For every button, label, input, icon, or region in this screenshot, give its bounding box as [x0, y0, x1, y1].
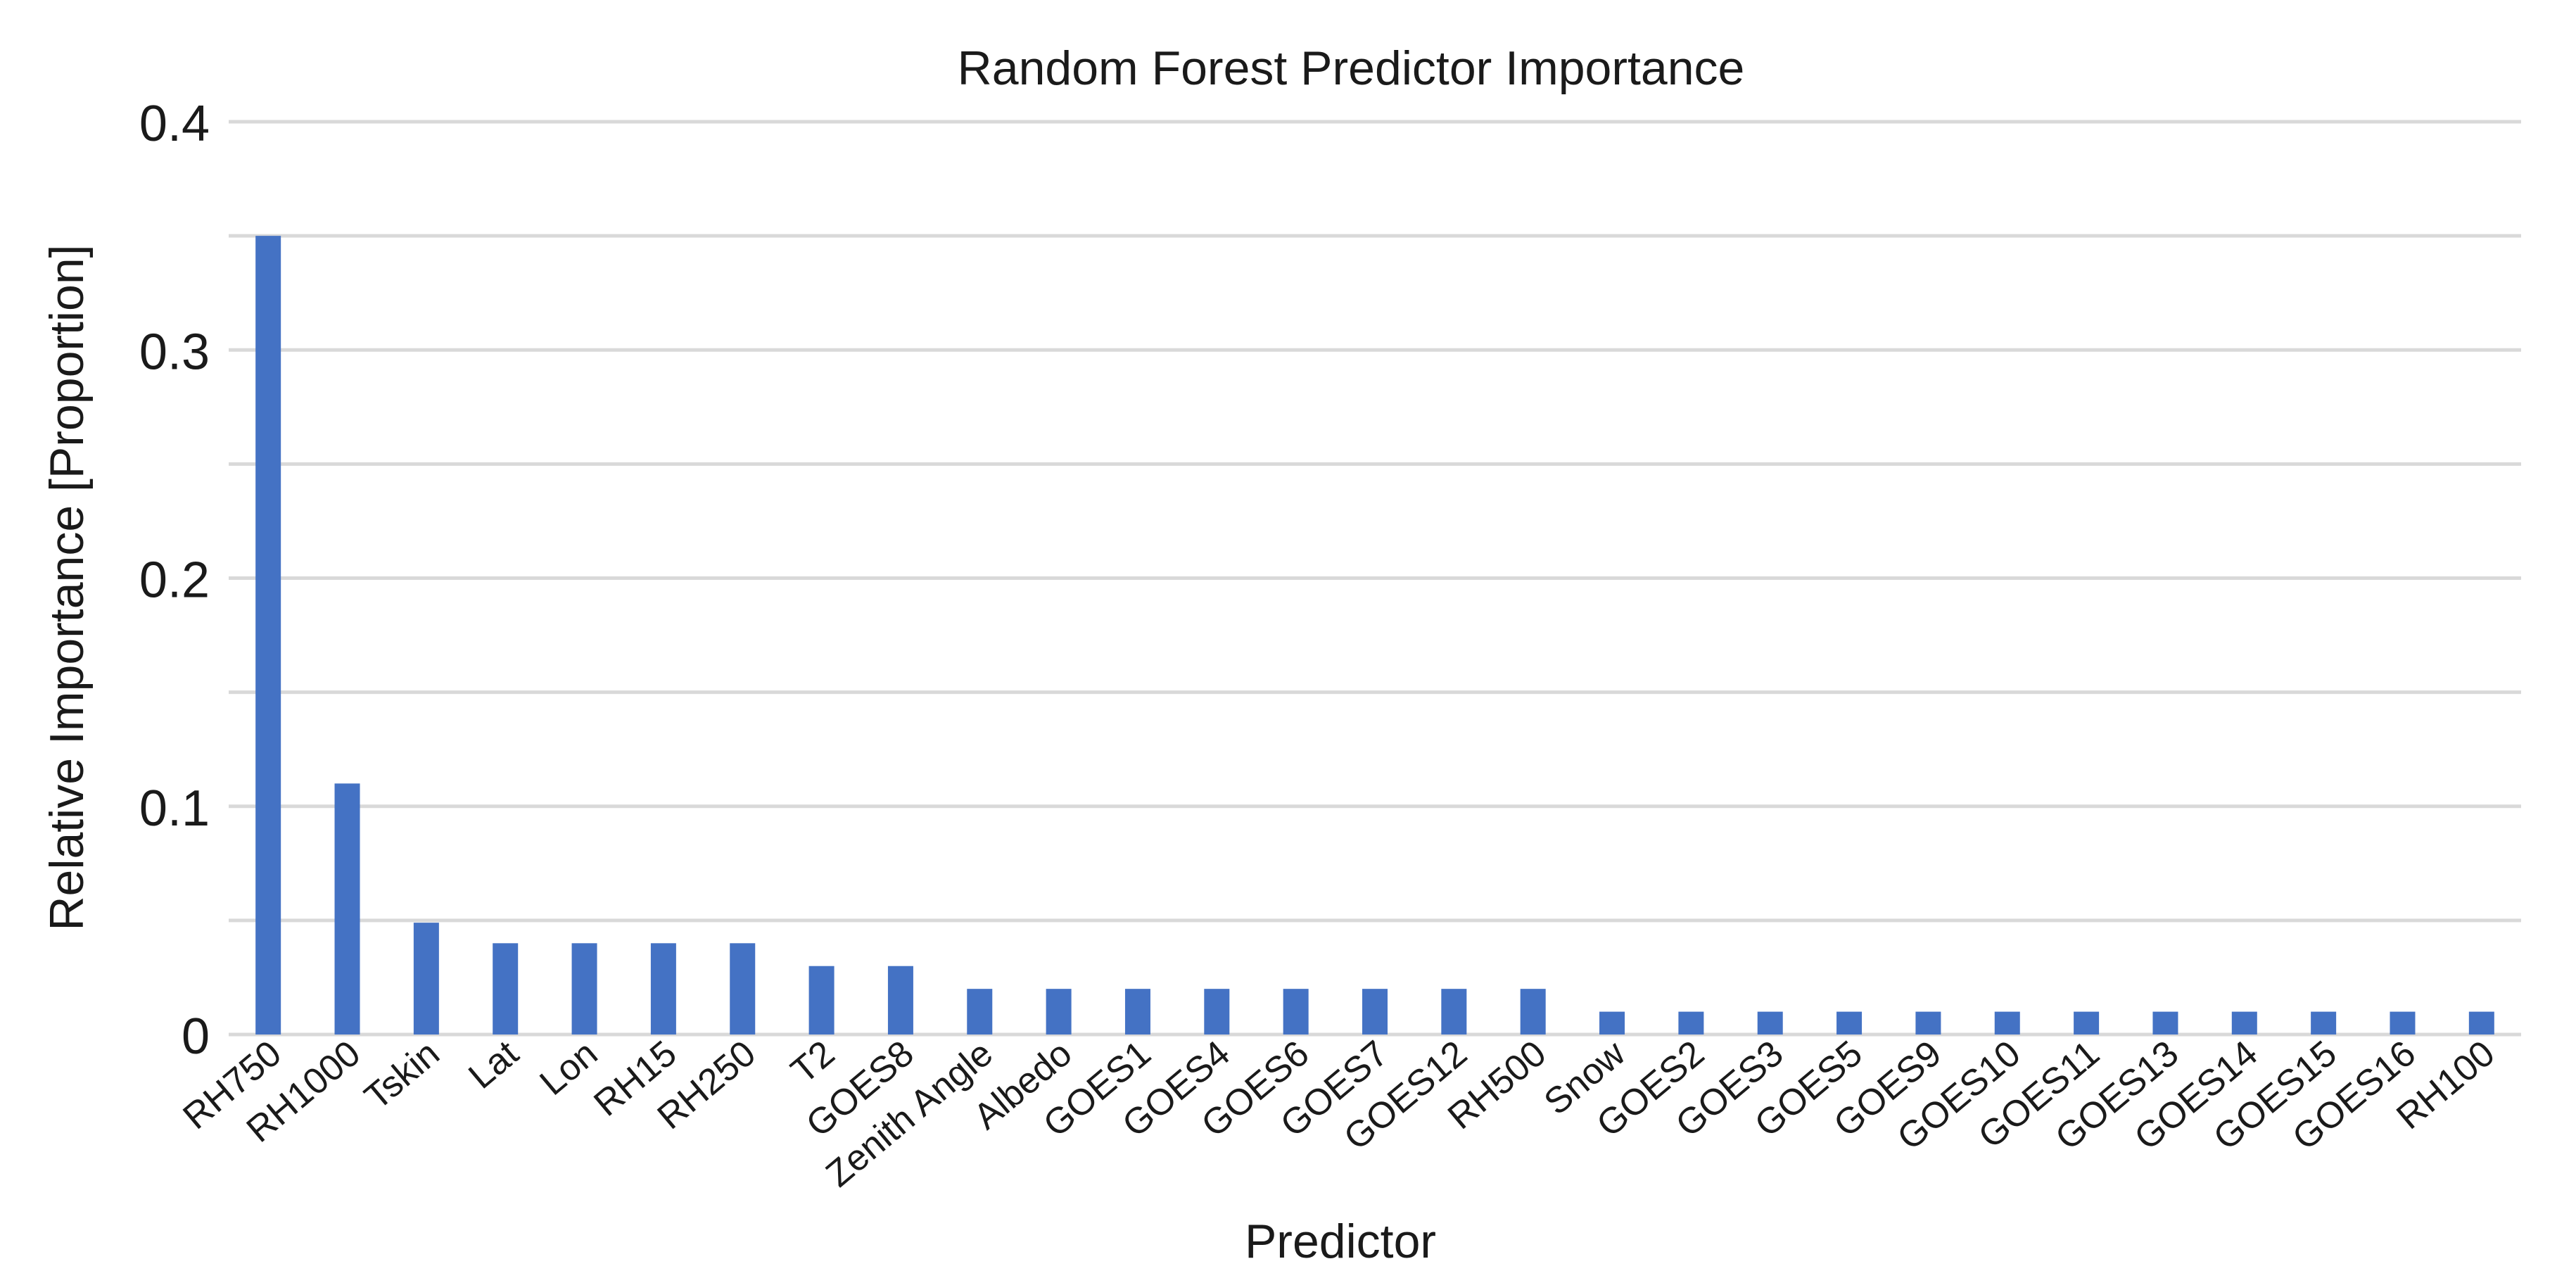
y-tick-label: 0.2 [139, 552, 210, 609]
bar-rh750 [255, 236, 281, 1035]
bar-goes16 [2390, 1011, 2416, 1035]
chart-title: Random Forest Predictor Importance [958, 42, 1745, 95]
bar-goes11 [2074, 1011, 2100, 1035]
bar-goes1 [1124, 989, 1150, 1035]
bar-goes9 [1915, 1011, 1941, 1035]
bar-goes3 [1757, 1011, 1783, 1035]
y-tick-label: 0.1 [139, 780, 210, 837]
bar-goes2 [1678, 1011, 1704, 1035]
x-tick-label: Lat [461, 1032, 526, 1096]
bar-albedo [1046, 989, 1072, 1035]
bar-goes13 [2152, 1011, 2178, 1035]
bar-lat [493, 943, 519, 1035]
bar-rh1000 [334, 783, 360, 1035]
bar-goes15 [2311, 1011, 2337, 1035]
y-tick-label: 0.4 [139, 96, 210, 152]
y-tick-label: 0 [182, 1008, 210, 1065]
bar-goes6 [1283, 989, 1309, 1035]
bar-lon [571, 943, 597, 1035]
gridlines [229, 120, 2521, 1037]
x-tick-label: Tskin [357, 1033, 448, 1118]
bar-rh500 [1520, 989, 1546, 1035]
bar-goes12 [1441, 989, 1467, 1035]
x-axis-label: Predictor [1245, 1215, 1436, 1268]
bar-tskin [413, 923, 439, 1035]
bar-t2 [808, 966, 835, 1035]
bar-rh100 [2468, 1011, 2494, 1035]
x-tick-label: T2 [784, 1033, 843, 1092]
y-axis-ticks: 0 0.1 0.2 0.3 0.4 [139, 96, 210, 1065]
y-tick-label: 0.3 [139, 324, 210, 380]
bar-goes7 [1362, 989, 1388, 1035]
bar-rh250 [730, 943, 756, 1035]
bar-rh15 [650, 943, 676, 1035]
bar-goes5 [1836, 1011, 1863, 1035]
bar-goes10 [1994, 1011, 2020, 1035]
y-axis-label: Relative Importance [Proportion] [40, 244, 94, 930]
bar-goes14 [2231, 1011, 2257, 1035]
bars [255, 236, 2494, 1035]
bar-snow [1599, 1011, 1625, 1035]
bar-goes4 [1204, 989, 1230, 1035]
bar-goes8 [887, 966, 913, 1035]
bar-zenith-angle [967, 989, 993, 1035]
